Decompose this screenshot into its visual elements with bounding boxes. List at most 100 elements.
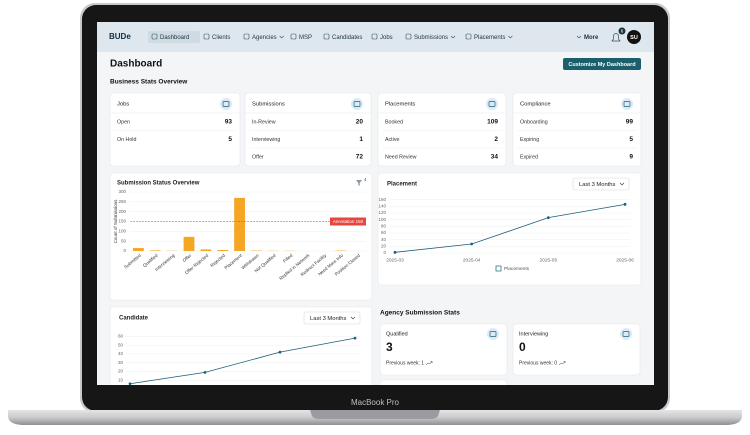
- chart-title: Candidate: [119, 316, 149, 322]
- card-icon: [351, 98, 363, 110]
- nav-icon: [243, 33, 250, 40]
- agency-card-glyph: [622, 331, 630, 337]
- nav-icon: [290, 33, 297, 40]
- customize-button[interactable]: [563, 58, 641, 70]
- avatar-initials: SU: [630, 35, 638, 41]
- nav-item[interactable]: MSP: [299, 35, 312, 41]
- card-row-label: Active: [385, 137, 399, 143]
- nav-item[interactable]: Dashboard: [160, 35, 189, 41]
- card-row-label: Interviewing: [252, 137, 280, 143]
- bar: [149, 250, 161, 251]
- card-row-label: Offer: [252, 154, 264, 160]
- range-selector[interactable]: [303, 311, 361, 325]
- y-tick-label: 120: [378, 210, 386, 215]
- y-tick-label: 40: [381, 237, 387, 242]
- card-icon: [220, 98, 232, 110]
- y-tick-label: 40: [118, 351, 124, 356]
- chart-title: Placement: [387, 182, 417, 188]
- card-row-label: Onboarding: [520, 119, 548, 125]
- y-tick-label: 50: [118, 342, 124, 347]
- card-icon-glyph: [353, 101, 361, 107]
- bar: [200, 249, 212, 251]
- card-icon: [621, 98, 633, 110]
- card-row-label: On Hold: [117, 137, 136, 143]
- card-row-value: 2: [494, 136, 498, 143]
- y-tick-label: 300: [118, 189, 126, 194]
- nav-item[interactable]: Submissions: [414, 35, 448, 41]
- card-row-value: 5: [228, 136, 232, 143]
- bar: [183, 236, 195, 251]
- avatar[interactable]: [627, 30, 641, 44]
- card-row-value: 20: [356, 119, 364, 126]
- panel: [109, 92, 241, 167]
- y-tick-label: 100: [378, 217, 386, 222]
- card-title: Compliance: [520, 102, 551, 108]
- bar: [217, 250, 229, 251]
- x-tick-label: 2025-05: [540, 257, 558, 263]
- x-tick-label: 2025-06: [616, 257, 634, 263]
- card-title: Jobs: [117, 102, 129, 108]
- agency-card-title: Interviewing: [519, 331, 548, 337]
- card-row-label: Expiring: [520, 137, 539, 143]
- y-tick-label: 80: [381, 224, 387, 229]
- card-icon-glyph: [488, 101, 496, 107]
- trend-arrow: [558, 361, 566, 366]
- nav-more[interactable]: More: [584, 35, 599, 41]
- agency-card-title: Qualified: [386, 331, 408, 337]
- nav-chevron: [450, 35, 456, 39]
- y-tick-label: 150: [118, 219, 126, 224]
- card-row-value: 93: [225, 119, 233, 126]
- trend-arrow: [425, 361, 433, 366]
- device-label: MacBook Pro: [351, 398, 400, 407]
- card-row-label: Expired: [520, 154, 538, 160]
- nav-chevron: [279, 35, 284, 39]
- agency-card-previous: Previous week: 1: [386, 360, 424, 366]
- y-tick-label: 30: [118, 360, 124, 365]
- customize-button-label[interactable]: Customize My Dashboard: [568, 62, 635, 68]
- card-title: Placements: [385, 102, 415, 108]
- x-tick-label: Filled: [282, 253, 294, 264]
- page-title: Dashboard: [110, 59, 162, 70]
- y-tick-label: 60: [118, 334, 124, 339]
- card-title: Submissions: [252, 102, 285, 108]
- nav-active: [148, 31, 200, 43]
- y-tick-label: 10: [118, 377, 124, 382]
- range-chevron: [350, 316, 356, 320]
- card-row-label: Need Review: [385, 154, 417, 160]
- card-row-value: 72: [356, 154, 364, 161]
- y-tick-label: 200: [118, 209, 126, 214]
- nav-icon: [323, 33, 330, 40]
- range-selector-label[interactable]: Last 3 Months: [310, 316, 347, 322]
- agency-title: Agency Submission Stats: [380, 310, 460, 317]
- annotation-box: [330, 217, 366, 226]
- nav-item[interactable]: Placements: [474, 35, 505, 41]
- card-row-value: 1: [359, 136, 363, 143]
- x-tick-label: 2025-03: [386, 257, 404, 263]
- line-point: [546, 216, 550, 220]
- line-point: [623, 202, 627, 206]
- nav-chevron: [508, 35, 513, 39]
- range-selector-label[interactable]: Last 3 Months: [579, 182, 616, 188]
- card-row-label: Open: [117, 119, 130, 125]
- y-tick-label: 0: [123, 248, 126, 253]
- section-title: Business Stats Overview: [110, 79, 188, 86]
- y-tick-label: 250: [118, 199, 126, 204]
- legend-label: Placements: [504, 266, 530, 272]
- y-tick-label: 140: [378, 204, 386, 209]
- nav-item[interactable]: Clients: [212, 35, 230, 41]
- y-axis-label: Count of Submissions: [113, 199, 118, 244]
- card-icon-glyph: [623, 101, 631, 107]
- nav-icon: [371, 33, 378, 40]
- agency-card-icon: [487, 328, 499, 340]
- nav-icon: [465, 33, 472, 40]
- agency-card-icon: [620, 328, 632, 340]
- nav-item[interactable]: Agencies: [252, 35, 277, 41]
- bell-icon[interactable]: [611, 33, 621, 42]
- nav-item[interactable]: Jobs: [380, 35, 393, 41]
- card-row-value: 99: [626, 119, 634, 126]
- card-row-value: 9: [629, 154, 633, 161]
- nav-item[interactable]: Candidates: [332, 35, 362, 41]
- filter-icon[interactable]: [356, 180, 362, 186]
- line-series: [394, 203, 626, 253]
- range-selector[interactable]: [572, 177, 630, 191]
